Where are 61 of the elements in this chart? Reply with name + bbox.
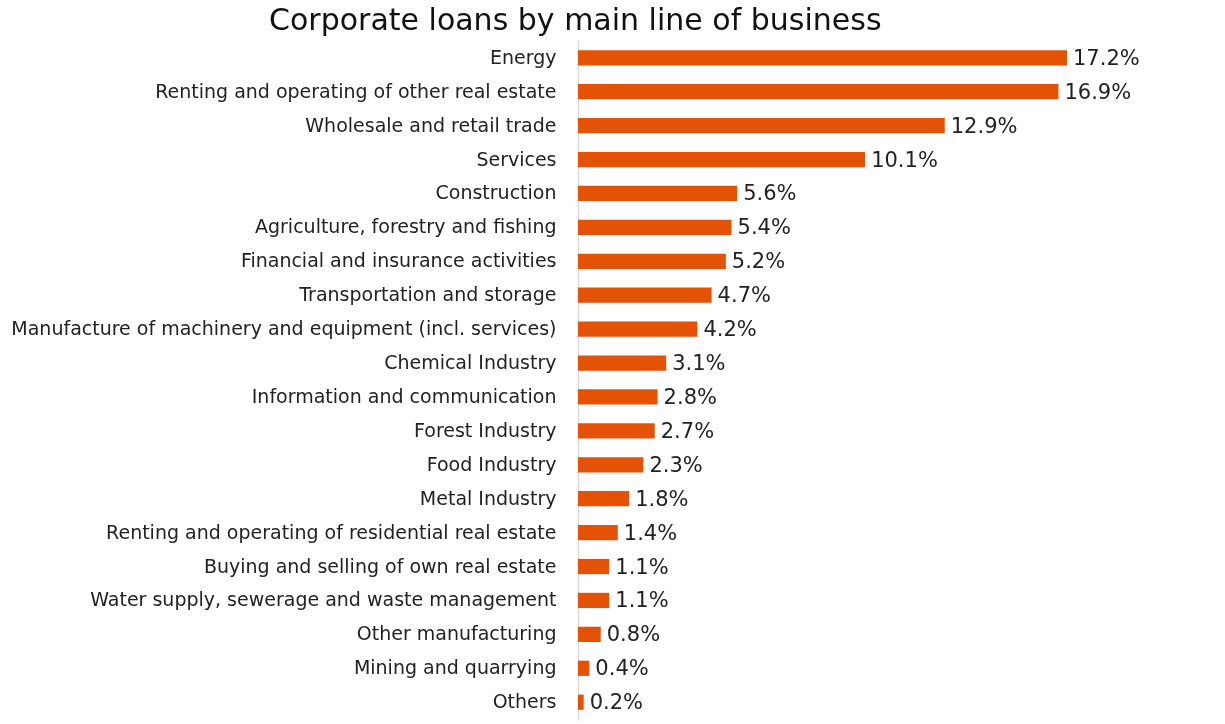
y-tick-label: Manufacture of machinery and equipment (incl. services) (11, 317, 557, 340)
data-label: 0.2% (589, 690, 644, 715)
bar (578, 626, 601, 642)
data-label: 5.6% (743, 181, 797, 206)
data-label: 12.9% (950, 113, 1018, 138)
y-tick-label: Renting and operating of residential real estate (106, 520, 557, 543)
data-label: 4.7% (717, 283, 771, 308)
bar (578, 457, 644, 473)
y-tick-label: Other manufacturing (356, 622, 557, 645)
bar (578, 50, 1067, 66)
data-label: 2.7% (660, 418, 715, 443)
y-tick-label: Information and communication (251, 384, 557, 407)
data-label: 5.4% (737, 215, 791, 240)
data-label: 5.2% (731, 249, 786, 274)
bar (578, 389, 658, 405)
bar (578, 423, 655, 439)
data-label: 17.2% (1073, 45, 1140, 70)
bar (578, 355, 667, 371)
data-label: 1.8% (635, 486, 689, 511)
y-tick-label: Water supply, sewerage and waste management (90, 588, 557, 611)
data-label: 1.4% (623, 520, 678, 545)
y-tick-label: Metal Industry (419, 486, 557, 509)
bar (578, 592, 610, 609)
y-tick-label: Wholesale and retail trade (305, 113, 557, 136)
y-tick-label: Transportation and storage (298, 283, 557, 306)
y-tick-label: Services (476, 147, 557, 170)
bar (578, 694, 584, 710)
bar (578, 287, 712, 303)
data-label: 2.3% (649, 452, 703, 477)
bar (578, 524, 618, 541)
y-tick-label: Mining and quarrying (353, 656, 557, 679)
data-label: 0.4% (595, 656, 649, 681)
bar (578, 321, 698, 337)
data-label: 3.1% (672, 351, 726, 376)
data-label: 10.1% (871, 147, 938, 172)
data-label: 2.8% (663, 384, 717, 409)
y-tick-label: Construction (435, 181, 557, 204)
bar (578, 491, 630, 507)
y-tick-label: Energy (489, 45, 557, 68)
bar (578, 219, 732, 236)
y-tick-label: Others (492, 690, 557, 713)
bar (578, 253, 726, 269)
y-tick-label: Financial and insurance activities (240, 249, 557, 272)
y-tick-label: Food Industry (426, 452, 557, 475)
bar (578, 84, 1059, 100)
bar (578, 660, 590, 676)
bar (578, 558, 610, 575)
data-label: 1.1% (615, 554, 669, 579)
bar (578, 151, 866, 168)
data-label: 4.2% (703, 317, 757, 342)
data-label: 0.8% (606, 622, 661, 647)
y-tick-label: Chemical Industry (384, 351, 557, 374)
data-label: 16.9% (1064, 79, 1132, 104)
y-tick-label: Forest Industry (414, 418, 557, 441)
bar (578, 185, 738, 202)
y-tick-label: Renting and operating of other real estate (155, 79, 557, 102)
y-tick-label: Agriculture, forestry and fishing (255, 215, 557, 238)
data-label: 1.1% (615, 588, 669, 613)
chart-title: Corporate loans by main line of business (269, 2, 882, 37)
y-tick-label: Buying and selling of own real estate (203, 554, 557, 577)
bar (578, 118, 945, 134)
